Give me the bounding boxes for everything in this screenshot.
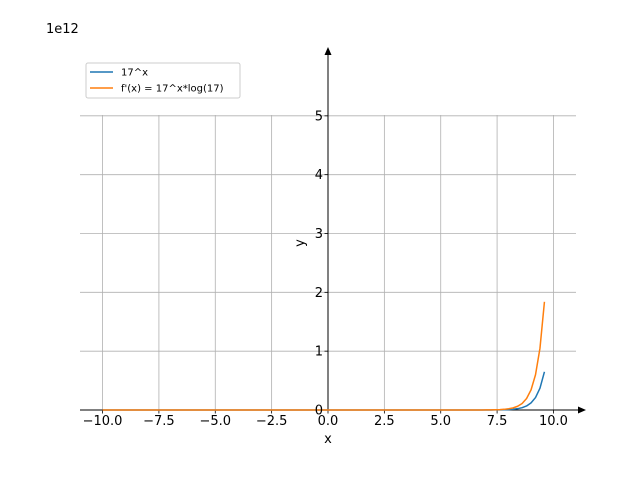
tick-labels: −10.0 −7.5 −5.0 −2.5 0.0 2.5 5.0 7.5 10.0 0 1 2 3 4 5 <box>83 109 568 429</box>
y-tick-label: 1 <box>315 345 323 360</box>
x-tick-label: −10.0 <box>83 414 123 429</box>
legend: 17^x f'(x) = 17^x*log(17) <box>85 62 241 99</box>
x-tick-label: −5.0 <box>199 414 231 429</box>
x-tick-label: 7.5 <box>487 414 508 429</box>
y-axis-arrow <box>324 47 332 55</box>
y-tick-label: 3 <box>315 227 323 242</box>
legend-box <box>85 62 241 99</box>
x-tick-label: 10.0 <box>539 414 568 429</box>
legend-label-derivative: f'(x) = 17^x*log(17) <box>121 84 224 95</box>
y-tick-label: 2 <box>315 286 323 301</box>
series-line-derivative <box>102 301 546 411</box>
y-tick-label: 5 <box>315 109 323 124</box>
x-tick-label: −7.5 <box>143 414 175 429</box>
x-tick-label: 2.5 <box>374 414 395 429</box>
x-tick-label: −2.5 <box>256 414 288 429</box>
offset-label: 1e12 <box>46 22 79 37</box>
series-lines <box>102 301 546 411</box>
y-tick-label: 4 <box>315 168 323 183</box>
x-axis-label: x <box>324 432 332 447</box>
y-axis-label: y <box>293 239 308 247</box>
x-axis-arrow <box>578 406 586 414</box>
x-tick-label: 5.0 <box>430 414 451 429</box>
x-tick-label: 0.0 <box>318 414 339 429</box>
y-tick-label: 0 <box>315 404 323 419</box>
legend-label-17x: 17^x <box>121 68 148 79</box>
axes <box>80 47 586 414</box>
series-line-17x <box>102 371 546 411</box>
